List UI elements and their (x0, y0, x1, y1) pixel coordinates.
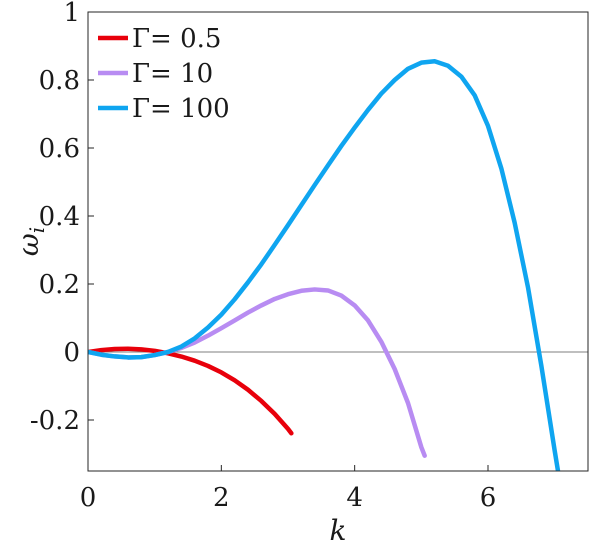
y-tick-label: 0.2 (39, 270, 80, 300)
y-axis-label-main: ω (12, 233, 45, 256)
y-axis-label: ωi (12, 227, 49, 256)
y-tick-label: 1 (63, 0, 80, 28)
x-tick-label: 6 (480, 483, 497, 513)
y-tick-label: 0.8 (39, 66, 80, 96)
y-tick-label: 0.4 (39, 202, 80, 232)
y-tick-label: 0.6 (39, 134, 80, 164)
series-line-2 (88, 287, 427, 458)
series-line-1 (88, 346, 294, 436)
series-line-3 (88, 59, 561, 471)
legend-label-2: Γ= 10 (132, 59, 213, 89)
x-tick-label: 2 (213, 483, 230, 513)
axes-frame (87, 11, 589, 472)
series-layer (88, 59, 561, 471)
y-axis-label-subscript: i (25, 227, 49, 233)
x-axis-label: k (330, 514, 347, 546)
x-tick-label: 4 (346, 483, 363, 513)
y-tick-label: -0.2 (30, 406, 80, 436)
legend-label-1: Γ= 0.5 (132, 24, 221, 54)
ticks-layer: 0 2 4 6 -0.2 0 0.2 0.4 0.6 0.8 1 (30, 0, 496, 513)
legend-label-3: Γ= 100 (132, 94, 230, 124)
legend: Γ= 0.5 Γ= 10 Γ= 100 (98, 24, 230, 124)
x-tick-label: 0 (80, 483, 97, 513)
y-tick-label: 0 (63, 338, 80, 368)
